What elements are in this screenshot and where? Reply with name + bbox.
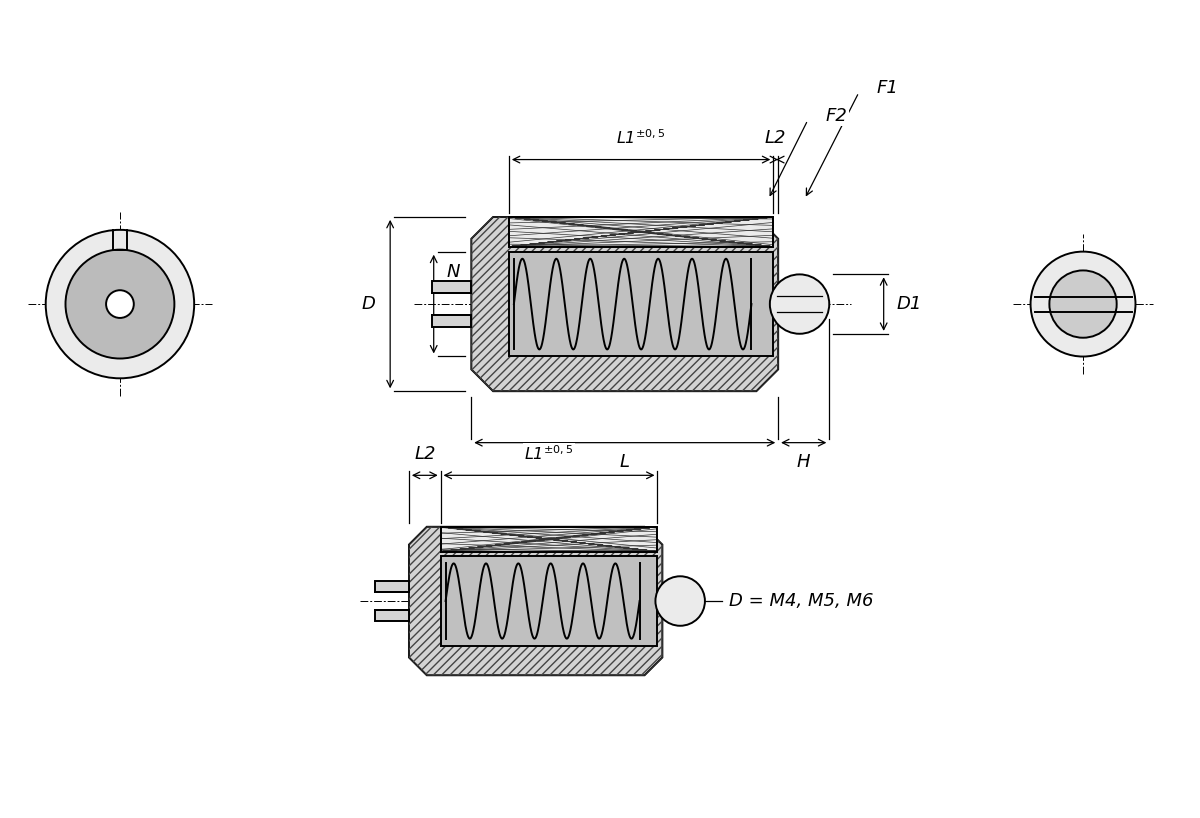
Circle shape: [655, 576, 704, 626]
Text: L1$^{\pm0,5}$: L1$^{\pm0,5}$: [524, 444, 574, 463]
Polygon shape: [432, 281, 472, 293]
Circle shape: [770, 274, 829, 334]
Text: L2: L2: [414, 444, 436, 462]
Text: D: D: [361, 295, 376, 313]
Text: F2: F2: [826, 107, 847, 125]
Polygon shape: [376, 610, 409, 621]
Text: N: N: [446, 263, 461, 281]
Text: L2: L2: [764, 128, 786, 146]
Text: H: H: [797, 453, 810, 471]
Circle shape: [1031, 252, 1135, 357]
Polygon shape: [432, 316, 472, 327]
Text: L: L: [619, 453, 630, 471]
Text: D1: D1: [896, 295, 922, 313]
Text: F1: F1: [877, 79, 899, 97]
Polygon shape: [376, 582, 409, 591]
Text: D = M4, M5, M6: D = M4, M5, M6: [728, 592, 874, 610]
Polygon shape: [440, 556, 658, 645]
Circle shape: [66, 249, 174, 358]
Polygon shape: [509, 252, 773, 357]
Polygon shape: [509, 217, 773, 247]
Polygon shape: [409, 527, 662, 676]
Polygon shape: [472, 217, 778, 391]
Circle shape: [1049, 271, 1117, 338]
Circle shape: [46, 230, 194, 378]
Text: L1$^{\pm0,5}$: L1$^{\pm0,5}$: [617, 128, 666, 147]
Polygon shape: [440, 527, 658, 551]
Circle shape: [106, 290, 133, 318]
